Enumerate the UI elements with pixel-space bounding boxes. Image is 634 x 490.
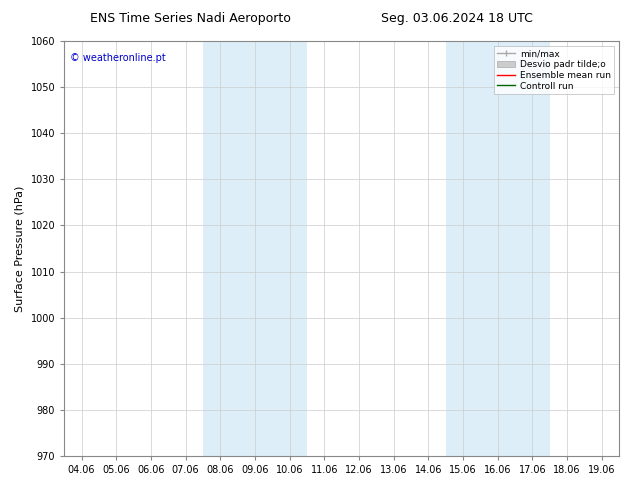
- Text: © weatheronline.pt: © weatheronline.pt: [70, 53, 165, 64]
- Legend: min/max, Desvio padr tilde;o, Ensemble mean run, Controll run: min/max, Desvio padr tilde;o, Ensemble m…: [494, 46, 614, 94]
- Text: Seg. 03.06.2024 18 UTC: Seg. 03.06.2024 18 UTC: [380, 12, 533, 25]
- Text: ENS Time Series Nadi Aeroporto: ENS Time Series Nadi Aeroporto: [90, 12, 290, 25]
- Bar: [203, 41, 307, 456]
- Y-axis label: Surface Pressure (hPa): Surface Pressure (hPa): [15, 185, 25, 312]
- Bar: [446, 41, 550, 456]
